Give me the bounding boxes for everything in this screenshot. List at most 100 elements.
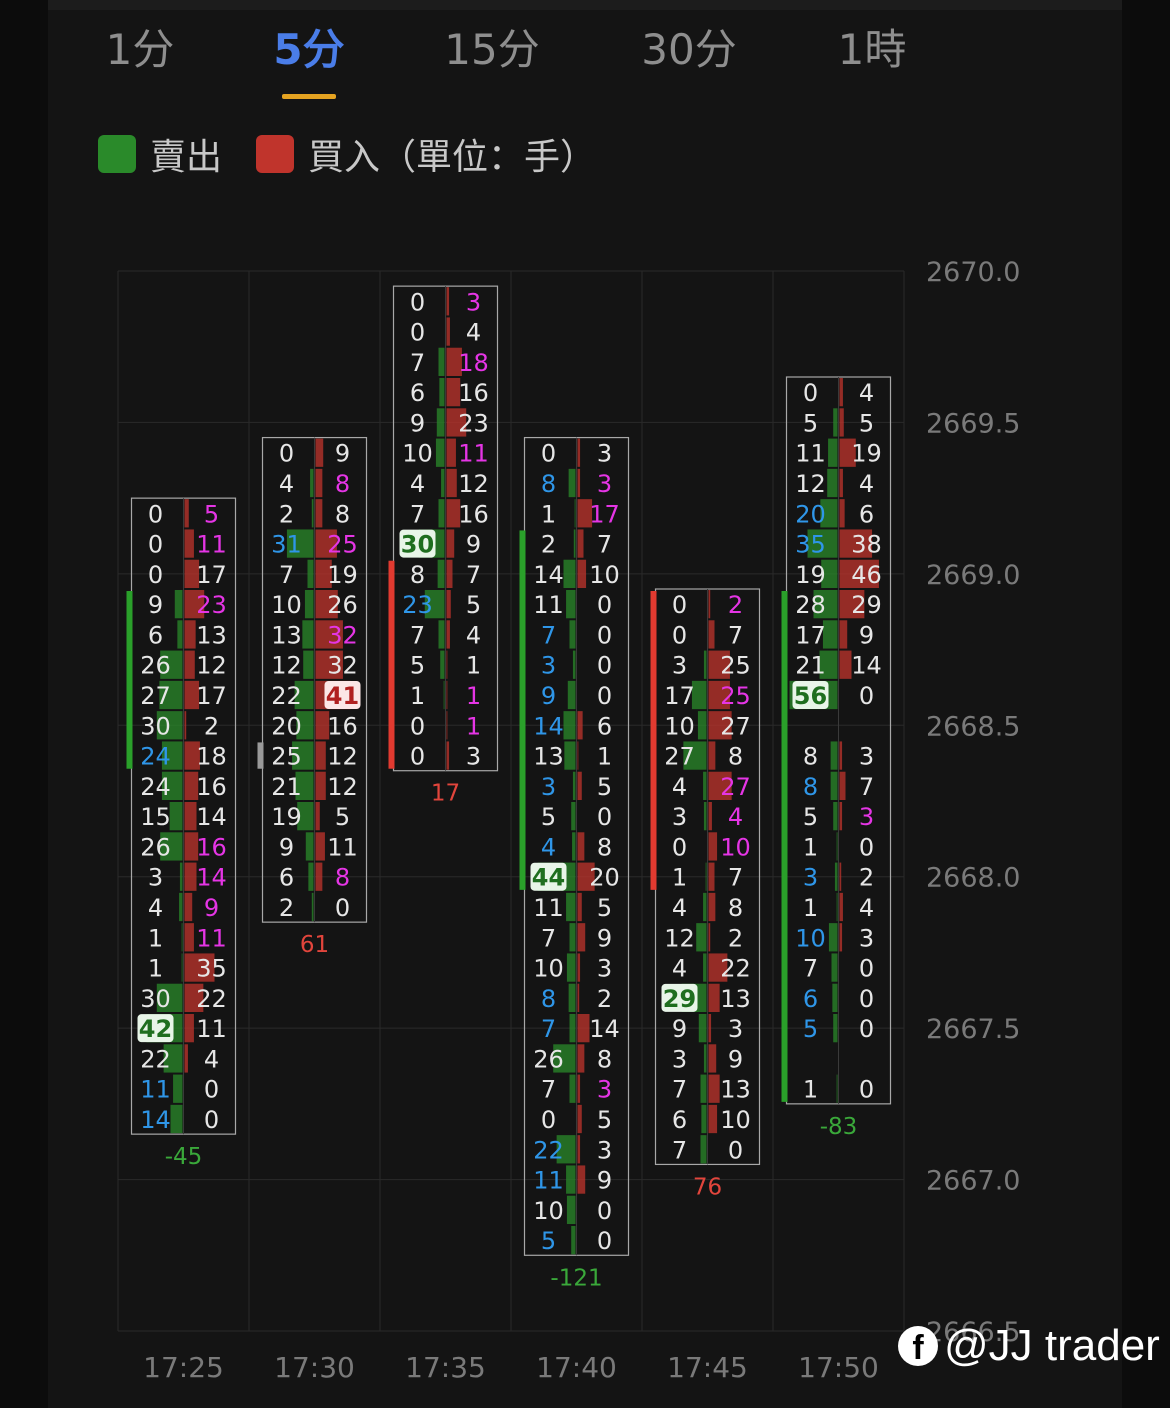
sell-volume-bar — [819, 650, 838, 679]
buy-volume-bar — [708, 802, 712, 831]
sell-volume-bar — [569, 1074, 576, 1103]
sell-volume-bar — [827, 468, 838, 498]
buy-volume-bar — [446, 559, 453, 588]
buy-volume-bar — [446, 287, 450, 316]
buy-volume-bar — [184, 711, 187, 740]
buy-value: 25 — [720, 652, 751, 680]
buy-value: 41 — [326, 682, 359, 710]
buy-volume-bar — [577, 892, 582, 922]
buy-volume-bar — [446, 438, 456, 467]
buy-value: 3 — [859, 803, 874, 831]
sell-volume-bar — [831, 953, 838, 982]
buy-volume-bar — [577, 1014, 590, 1043]
sell-value: 8 — [541, 985, 556, 1013]
buy-volume-bar — [184, 680, 200, 710]
buy-volume-bar — [577, 1165, 586, 1194]
sell-value: 11 — [533, 894, 564, 922]
candle-body-bar — [650, 591, 657, 890]
buy-value: 13 — [720, 985, 751, 1013]
sell-value: 7 — [672, 1136, 687, 1164]
buy-volume-bar — [839, 892, 843, 922]
buy-volume-bar — [708, 741, 716, 770]
buy-volume-bar — [184, 1044, 188, 1073]
sell-value: 30 — [140, 712, 171, 740]
sell-value: 10 — [533, 1197, 564, 1225]
x-tick-label: 17:40 — [536, 1351, 617, 1384]
sell-value: 7 — [672, 1076, 687, 1104]
sell-value: 0 — [410, 743, 425, 771]
buy-volume-bar — [839, 923, 843, 952]
buy-value: 5 — [597, 1106, 612, 1134]
buy-value: 11 — [327, 833, 358, 861]
buy-value: 16 — [458, 379, 489, 407]
buy-volume-bar — [708, 983, 720, 1012]
buy-volume-bar — [184, 832, 199, 861]
buy-value: 32 — [327, 621, 358, 649]
legend-sell: 賣出 — [98, 132, 222, 178]
sell-volume-bar — [566, 953, 576, 982]
buy-value: 0 — [728, 1136, 743, 1164]
legend-sell-label: 賣出 — [150, 137, 223, 178]
sell-value: 7 — [541, 621, 556, 649]
sell-volume-bar — [179, 862, 183, 891]
sell-value: 5 — [803, 803, 818, 831]
sell-volume-bar — [160, 650, 183, 679]
buy-value: 23 — [458, 409, 489, 437]
sell-value: 4 — [541, 833, 556, 861]
buy-value: 3 — [466, 288, 481, 316]
sell-volume-bar — [833, 408, 838, 437]
sell-volume-bar — [311, 892, 314, 922]
buy-value: 5 — [597, 773, 612, 801]
sell-volume-bar — [294, 680, 314, 710]
sell-volume-bar — [830, 741, 838, 770]
buy-volume-bar — [315, 468, 323, 498]
tab-1min[interactable]: 1分 — [105, 25, 175, 74]
buy-value: 6 — [597, 712, 612, 740]
sell-volume-bar — [568, 468, 576, 498]
buy-value: 12 — [196, 652, 227, 680]
buy-volume-bar — [708, 1074, 720, 1103]
sell-volume-bar — [696, 923, 707, 952]
buy-swatch — [256, 135, 294, 173]
sell-value: 17 — [664, 682, 695, 710]
sell-volume-bar — [566, 1165, 576, 1194]
sell-volume-bar — [424, 590, 445, 619]
sell-volume-bar — [305, 832, 314, 861]
buy-value: 0 — [859, 833, 874, 861]
sell-volume-bar — [181, 923, 183, 952]
buy-value: 2 — [728, 924, 743, 952]
sell-value: 30 — [140, 985, 171, 1013]
buy-value: 35 — [196, 955, 227, 983]
buy-volume-bar — [839, 559, 879, 588]
sell-value: 22 — [271, 682, 302, 710]
sell-value: 13 — [533, 743, 564, 771]
buy-value: 12 — [458, 470, 489, 498]
tab-5min[interactable]: 5分 — [273, 25, 345, 74]
tab-15min[interactable]: 15分 — [444, 25, 540, 74]
sell-value: 12 — [664, 924, 695, 952]
sell-volume-bar — [156, 711, 183, 740]
tab-30min[interactable]: 30分 — [641, 25, 737, 74]
sell-volume-bar — [821, 559, 838, 588]
facebook-icon: f — [898, 1326, 938, 1367]
sell-volume-bar — [567, 680, 576, 710]
sell-value: 4 — [672, 955, 687, 983]
tab-1hour[interactable]: 1時 — [837, 25, 907, 74]
buy-value: 16 — [458, 500, 489, 528]
buy-volume-bar — [708, 1104, 718, 1134]
sell-volume-bar — [438, 620, 445, 649]
sell-volume-bar — [437, 559, 445, 588]
sell-volume-bar — [566, 590, 576, 619]
buy-value: 2 — [728, 591, 743, 619]
max-buy-highlight — [324, 681, 361, 709]
buy-volume-bar — [708, 1014, 712, 1043]
delta-label: 76 — [693, 1174, 722, 1200]
buy-value: 9 — [597, 1167, 612, 1195]
sell-swatch — [98, 135, 136, 173]
buy-value: 0 — [597, 652, 612, 680]
buy-value: 23 — [196, 591, 227, 619]
sell-volume-bar — [573, 529, 576, 558]
sell-value: 5 — [410, 652, 425, 680]
buy-value: 1 — [466, 682, 481, 710]
